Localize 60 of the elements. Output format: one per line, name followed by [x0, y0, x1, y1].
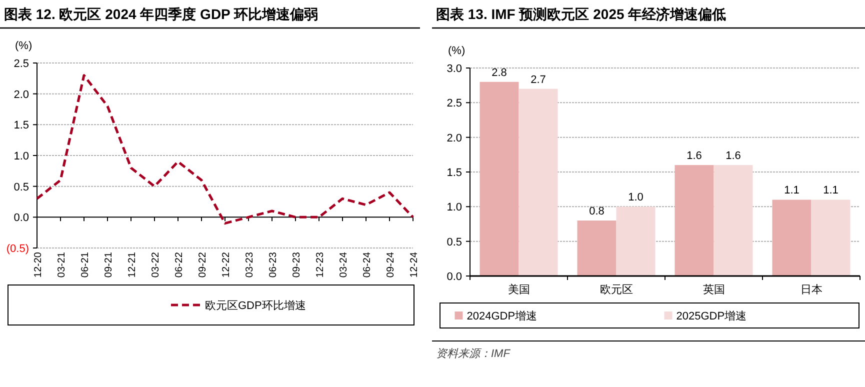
data-label: 1.6 — [686, 150, 702, 162]
x-tick-label: 09-24 — [386, 252, 396, 278]
legend-label: 欧元区GDP环比增速 — [205, 299, 306, 312]
bar — [480, 82, 519, 276]
legend-label: 2024GDP增速 — [466, 310, 538, 322]
x-tick-label: 09-21 — [104, 252, 114, 278]
text: 资料来源：IMF — [436, 347, 512, 360]
y-tick-label: 0.5 — [14, 181, 29, 194]
x-tick-label: 欧元区 — [600, 284, 633, 296]
x-tick-label: 日本 — [800, 283, 822, 296]
bar — [811, 200, 850, 276]
y-axis-title: (%) — [15, 40, 32, 52]
bar — [577, 220, 616, 276]
x-tick-label: 03-22 — [150, 252, 162, 278]
x-tick-label: 09-23 — [292, 252, 302, 278]
x-tick-label: 03-24 — [338, 252, 350, 278]
y-tick-label: 0.5 — [446, 236, 462, 248]
data-label: 2.7 — [530, 74, 546, 86]
x-tick-label: 06-24 — [362, 252, 373, 278]
data-label: 1.0 — [628, 192, 644, 204]
y-tick-label: 1.0 — [446, 202, 462, 214]
bar — [616, 206, 656, 276]
y-tick-label: 1.5 — [446, 167, 462, 179]
x-tick-label: 06-22 — [174, 252, 185, 278]
y-tick-label: 3.0 — [446, 63, 462, 75]
data-label: 0.8 — [589, 206, 604, 218]
y-tick-label: 1.5 — [14, 120, 29, 132]
data-label: 1.6 — [726, 150, 741, 162]
legend-label: 2025GDP增速 — [676, 310, 747, 322]
y-tick-label: 0.0 — [14, 212, 29, 224]
data-label: 1.1 — [823, 184, 838, 197]
bar — [714, 165, 753, 276]
bar — [518, 88, 558, 276]
y-tick-label: 2.5 — [446, 98, 462, 110]
x-tick-label: 12-20 — [33, 252, 44, 278]
x-tick-label: 06-23 — [268, 252, 279, 278]
bar — [772, 200, 812, 276]
y-tick-label: 2.5 — [14, 58, 29, 70]
x-tick-label: 美国 — [508, 283, 530, 296]
y-tick-label: 1.0 — [14, 150, 29, 162]
bar — [674, 165, 714, 276]
x-tick-label: 12-22 — [221, 252, 232, 278]
y-tick-label: 2.0 — [446, 132, 462, 144]
data-label: 1.1 — [784, 184, 800, 197]
x-tick-label: 03-23 — [244, 252, 256, 278]
x-tick-label: 03-21 — [56, 252, 68, 278]
x-tick-label: 09-22 — [198, 252, 208, 278]
x-tick-label: 12-21 — [127, 252, 138, 278]
data-label: 2.8 — [492, 66, 507, 79]
x-tick-label: 英国 — [702, 283, 725, 296]
x-tick-label: 12-24 — [409, 252, 420, 278]
x-tick-label: 06-21 — [80, 252, 91, 278]
x-tick-label: 12-23 — [315, 252, 326, 278]
line-series — [36, 74, 414, 225]
chart-title: 图表 12. 欧元区 2024 年四季度 GDP 环比增速偏弱 — [4, 6, 318, 22]
y-tick-label: (0.5) — [6, 243, 29, 255]
y-tick-label: 0.0 — [446, 271, 462, 283]
chart-title: 图表 13. IMF 预测欧元区 2025 年经济增速偏低 — [436, 6, 726, 22]
y-axis-title: (%) — [448, 45, 466, 57]
y-tick-label: 2.0 — [14, 88, 29, 101]
